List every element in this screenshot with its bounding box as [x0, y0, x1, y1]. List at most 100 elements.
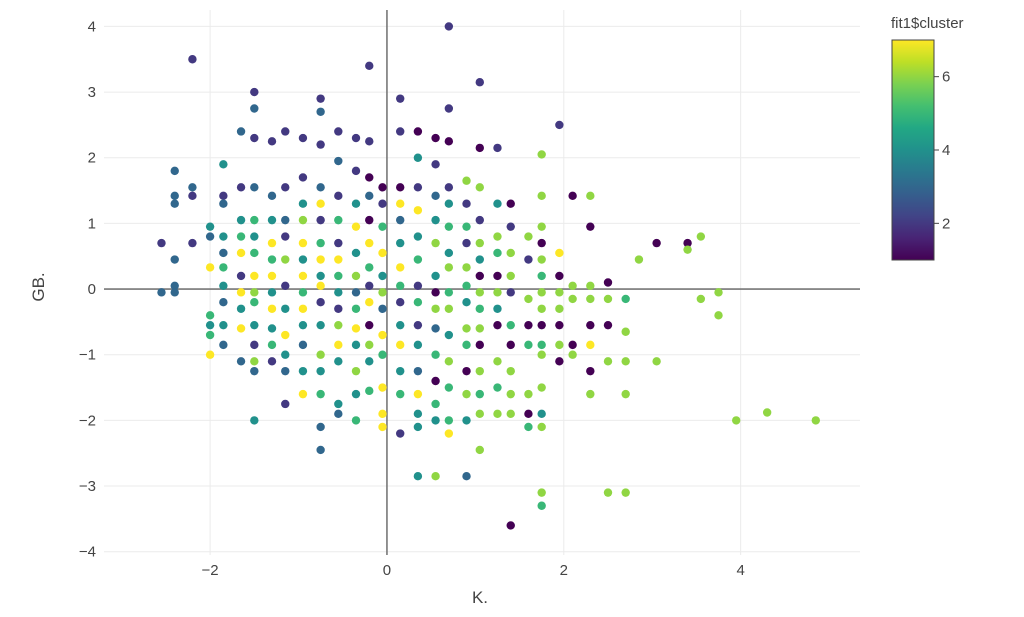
data-point [621, 294, 630, 304]
data-point [365, 173, 374, 182]
data-point [568, 294, 577, 304]
data-point [205, 330, 215, 340]
data-point [298, 366, 308, 376]
data-point [316, 366, 325, 376]
data-point [267, 215, 277, 225]
data-point [568, 340, 577, 350]
data-point [568, 350, 577, 359]
data-point [396, 94, 405, 103]
data-point [396, 281, 405, 290]
data-point [413, 153, 423, 162]
data-point [683, 238, 692, 248]
data-point [586, 389, 595, 399]
data-point [586, 191, 595, 201]
data-point [365, 61, 374, 71]
data-point [365, 297, 374, 307]
data-point [475, 324, 484, 333]
data-point [493, 409, 502, 419]
data-point [396, 215, 405, 225]
y-tick-label: −1 [79, 347, 96, 364]
data-point [219, 160, 228, 169]
data-point [250, 366, 259, 376]
data-point [475, 78, 484, 87]
data-point [413, 366, 423, 376]
data-point [431, 133, 440, 143]
data-point [250, 104, 259, 113]
data-point [298, 320, 308, 330]
data-point [493, 248, 502, 258]
data-point [586, 281, 595, 290]
data-point [537, 340, 546, 350]
data-point [444, 304, 454, 313]
data-point [603, 278, 613, 287]
data-point [537, 150, 546, 159]
data-point [603, 488, 613, 497]
data-point [444, 248, 454, 258]
data-point [170, 288, 179, 297]
data-point [281, 255, 290, 264]
data-point [365, 191, 374, 201]
data-point [219, 340, 228, 350]
y-tick-label: −2 [79, 412, 96, 429]
data-point [462, 472, 471, 481]
data-point [316, 238, 325, 248]
data-point [250, 297, 259, 307]
data-point [351, 199, 361, 208]
data-point [236, 288, 246, 297]
data-point [316, 215, 325, 225]
data-point [537, 488, 546, 497]
data-point [396, 340, 405, 350]
data-point [378, 271, 387, 281]
data-point [475, 304, 484, 313]
data-point [188, 238, 197, 248]
data-point [413, 340, 423, 350]
data-point [281, 215, 290, 225]
data-point [281, 399, 290, 409]
data-point [170, 281, 179, 290]
data-point [298, 215, 308, 225]
data-point [506, 271, 515, 281]
colorbar-tick-label: 2 [942, 215, 950, 232]
data-point [281, 183, 290, 192]
data-point [378, 409, 387, 419]
data-point [413, 255, 423, 264]
data-point [462, 199, 471, 208]
data-point [524, 320, 533, 330]
data-point [537, 222, 546, 231]
data-point [378, 248, 387, 258]
data-point [250, 271, 259, 281]
data-point [537, 238, 546, 248]
data-point [378, 183, 387, 192]
data-point [219, 248, 228, 258]
data-point [219, 320, 228, 330]
data-point [537, 255, 546, 264]
data-point [157, 288, 166, 297]
data-point [462, 340, 471, 350]
data-point [444, 222, 454, 231]
data-point [506, 389, 515, 399]
data-point [475, 340, 484, 350]
data-point [431, 324, 440, 333]
data-point [351, 340, 361, 350]
data-point [537, 501, 546, 510]
data-point [493, 320, 502, 330]
data-point [205, 350, 215, 359]
data-point [621, 357, 630, 366]
data-point [170, 191, 179, 201]
data-point [298, 133, 308, 143]
data-point [267, 340, 277, 350]
data-point [298, 340, 308, 350]
data-point [378, 383, 387, 392]
data-point [188, 191, 197, 201]
data-point [298, 304, 308, 313]
data-point [298, 271, 308, 281]
data-point [431, 191, 440, 201]
data-point [462, 238, 471, 248]
data-point [431, 416, 440, 425]
data-point [281, 304, 290, 313]
data-point [250, 340, 259, 350]
data-point [444, 330, 454, 340]
data-point [334, 340, 343, 350]
data-point [537, 422, 546, 432]
